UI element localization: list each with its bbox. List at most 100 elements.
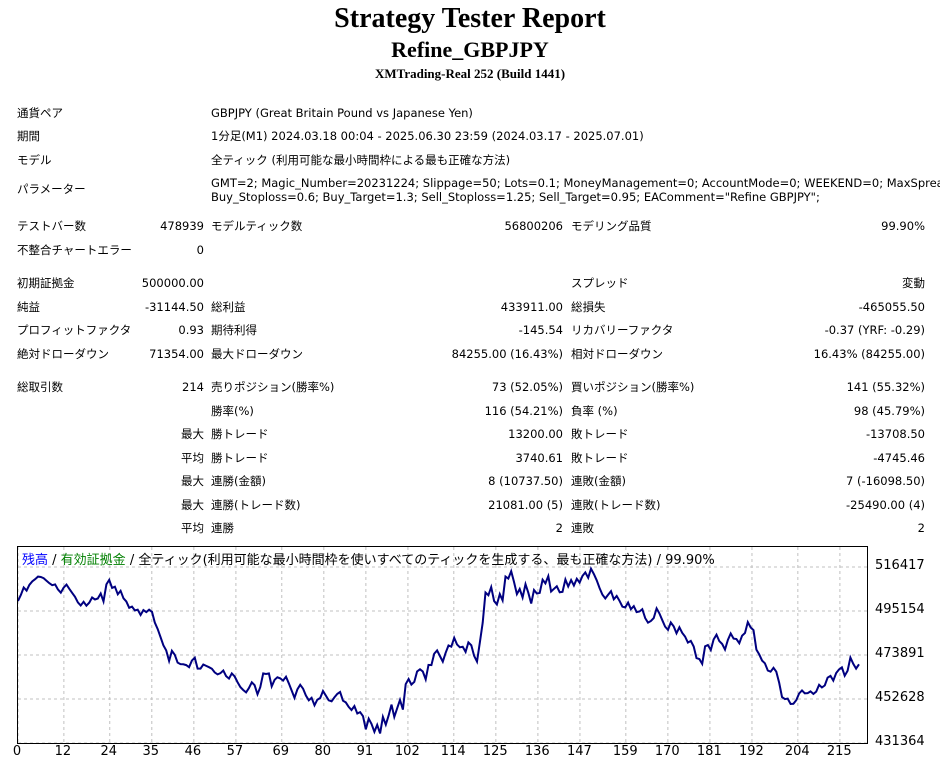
report-title: Strategy Tester Report xyxy=(334,3,606,34)
stat-consec-loss-money-label: 連敗(金額) xyxy=(571,474,626,488)
stat-mismatch-label: 不整合チャートエラー xyxy=(17,243,132,257)
stat-loss-label: 負率 (%) xyxy=(571,404,618,418)
stat-quality-label: モデリング品質 xyxy=(571,219,652,233)
model-value: 全ティック (利用可能な最小時間枠による最も正確な方法) xyxy=(211,153,511,167)
y-tick-label: 452628 xyxy=(875,689,925,705)
x-tick-label: 69 xyxy=(272,744,290,759)
x-tick-label: 125 xyxy=(482,744,508,759)
stat-pf-label: プロフィットファクタ xyxy=(17,323,132,337)
stat-expected-label: 期待利得 xyxy=(211,323,257,337)
stat-ticks-label: モデルティック数 xyxy=(211,219,303,233)
stat-mismatch-value: 0 xyxy=(196,243,204,257)
x-tick-label: 35 xyxy=(142,744,160,759)
stat-long-value: 141 (55.32%) xyxy=(846,380,925,394)
stat-trades-value: 214 xyxy=(182,380,204,394)
legend-balance: 残高 xyxy=(22,553,49,568)
x-tick-label: 80 xyxy=(314,744,332,759)
stat-short-label: 売りポジション(勝率%) xyxy=(211,380,335,394)
y-tick-label: 516417 xyxy=(875,558,925,573)
report-subtitle: Refine_GBPJPY xyxy=(391,37,549,62)
balance-chart xyxy=(17,546,868,744)
x-tick-label: 102 xyxy=(394,744,420,759)
stat-trades-label: 総取引数 xyxy=(17,380,63,394)
stat-deposit-label: 初期証拠金 xyxy=(17,276,75,290)
stat-avg-loss-value: -4745.46 xyxy=(873,451,925,465)
stat-expected-value: -145.54 xyxy=(518,323,563,337)
stat-win-value: 116 (54.21%) xyxy=(484,404,563,418)
params-line1: GMT=2; Magic_Number=20231224; Slippage=5… xyxy=(211,176,940,190)
stat-spread-value: 変動 xyxy=(902,276,925,290)
stat-loss-value: 98 (45.79%) xyxy=(853,404,925,418)
pair-label: 通貨ペア xyxy=(17,106,63,120)
stat-avg-consec-win-value: 2 xyxy=(555,521,563,535)
stat-max-loss-label: 敗トレード xyxy=(571,427,629,441)
x-tick-label: 136 xyxy=(524,744,550,759)
legend-sep1: / xyxy=(48,553,61,568)
stat-gross-loss-label: 総損失 xyxy=(571,300,606,314)
params-label: パラメーター xyxy=(17,182,86,196)
stat-deposit-value: 500000.00 xyxy=(141,276,204,290)
stat-avg-loss-label: 敗トレード xyxy=(571,451,629,465)
stat-abs-dd-label: 絶対ドローダウン xyxy=(17,347,109,361)
stat-bars-value: 478939 xyxy=(160,219,204,233)
balance-line xyxy=(18,566,860,735)
stat-consec-win-trades-label: 連勝(トレード数) xyxy=(211,498,301,512)
stat-consec-loss-money-value: 7 (-16098.50) xyxy=(846,474,925,488)
stat-abs-dd-value: 71354.00 xyxy=(149,347,204,361)
model-label: モデル xyxy=(17,153,52,167)
stat-ticks-value: 56800206 xyxy=(504,219,563,233)
stat-win-label: 勝率(%) xyxy=(211,404,254,418)
stat-gross-profit-value: 433911.00 xyxy=(500,300,563,314)
stat-max-loss-value: -13708.50 xyxy=(865,427,925,441)
x-tick-label: 114 xyxy=(440,744,466,759)
pair-value: GBPJPY (Great Britain Pound vs Japanese … xyxy=(211,106,473,120)
stat-gross-profit-label: 総利益 xyxy=(211,300,246,314)
period-value: 1分足(M1) 2024.03.18 00:04 - 2025.06.30 23… xyxy=(211,129,644,143)
x-tick-label: 24 xyxy=(100,744,117,759)
stat-bars-label: テストバー数 xyxy=(17,219,86,233)
stat-consec-win-trades-value: 21081.00 (5) xyxy=(488,498,563,512)
legend-sep2: / xyxy=(125,553,139,568)
stat-long-label: 買いポジション(勝率%) xyxy=(571,380,695,394)
stat-recovery-value: -0.37 (YRF: -0.29) xyxy=(824,323,925,337)
stat-rel-dd-label: 相対ドローダウン xyxy=(571,347,663,361)
y-tick-label: 431364 xyxy=(875,734,925,749)
x-tick-label: 181 xyxy=(696,744,722,759)
params-line2: Buy_Stoploss=0.6; Buy_Target=1.3; Sell_S… xyxy=(211,190,820,204)
y-tick-label: 473891 xyxy=(875,645,925,661)
x-tick-label: 159 xyxy=(612,744,638,759)
x-tick-label: 12 xyxy=(54,744,72,759)
stat-consec-loss-trades-value: -25490.00 (4) xyxy=(846,498,925,512)
stat-max-label: 最大 xyxy=(181,474,204,488)
stat-recovery-label: リカバリーファクタ xyxy=(571,323,674,337)
period-label: 期間 xyxy=(17,129,40,143)
x-tick-label: 192 xyxy=(738,744,764,759)
x-tick-label: 46 xyxy=(184,744,202,759)
stat-max-dd-value: 84255.00 (16.43%) xyxy=(451,347,563,361)
stat-avg-consec-loss-label: 連敗 xyxy=(571,521,594,535)
x-tick-label: 91 xyxy=(356,744,374,759)
legend-description: 全ティック(利用可能な最小時間枠を使いすべてのティックを生成する、最も正確な方法… xyxy=(138,553,715,568)
server-info: XMTrading-Real 252 (Build 1441) xyxy=(374,66,566,81)
stat-spread-label: スプレッド xyxy=(571,276,629,290)
stat-rel-dd-value: 16.43% (84255.00) xyxy=(813,347,925,361)
stat-max-dd-label: 最大ドローダウン xyxy=(211,347,303,361)
x-tick-label: 215 xyxy=(826,744,852,759)
stat-avg-consec-loss-value: 2 xyxy=(917,521,925,535)
stat-pf-value: 0.93 xyxy=(178,323,204,337)
stat-max-label: 最大 xyxy=(181,498,204,512)
x-tick-label: 147 xyxy=(566,744,592,759)
stat-avg-label: 平均 xyxy=(181,521,204,535)
stat-net-label: 純益 xyxy=(17,300,40,314)
stat-consec-win-money-label: 連勝(金額) xyxy=(211,474,266,488)
x-tick-label: 170 xyxy=(654,744,680,759)
stat-avg-win-value: 3740.61 xyxy=(515,451,563,465)
y-tick-label: 495154 xyxy=(875,601,925,617)
stat-quality-value: 99.90% xyxy=(881,219,925,233)
stat-consec-win-money-value: 8 (10737.50) xyxy=(488,474,563,488)
chart-plot xyxy=(18,547,867,743)
legend-equity: 有効証拠金 xyxy=(60,553,126,568)
stat-avg-label: 平均 xyxy=(181,451,204,465)
x-tick-label: 204 xyxy=(784,744,810,759)
x-tick-label: 57 xyxy=(226,744,244,759)
